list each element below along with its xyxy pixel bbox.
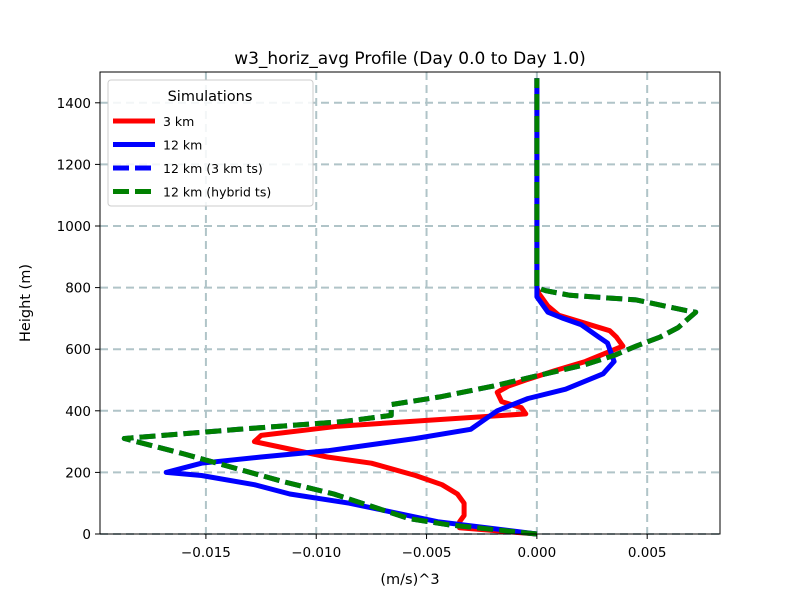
y-tick-label: 600 (65, 342, 91, 358)
series-line-3 (121, 78, 699, 537)
legend-label-3: 12 km (hybrid ts) (163, 185, 271, 200)
series-line-0 (251, 78, 626, 537)
x-tick-label: −0.005 (402, 545, 452, 561)
ticks: −0.015 −0.010 −0.005 0.000 0.005 0 200 400 600 80… (57, 96, 667, 561)
x-tick-label: 0.000 (518, 545, 557, 561)
y-tick-label: 1400 (57, 96, 91, 112)
x-tick-label: 0.005 (628, 545, 667, 561)
legend-label-1: 12 km (163, 138, 202, 153)
x-tick-label: −0.010 (291, 545, 341, 561)
series-line-1 (163, 78, 617, 537)
y-tick-label: 0 (82, 527, 91, 543)
plot-area (121, 78, 699, 537)
y-tick-label: 400 (65, 404, 91, 420)
legend: Simulations 3 km 12 km 12 km (3 km ts) 12 k… (107, 79, 314, 207)
x-axis-label: (m/s)^3 (380, 572, 439, 588)
y-tick-label: 200 (65, 465, 91, 481)
legend-box (107, 79, 314, 207)
y-tick-label: 800 (65, 281, 91, 297)
x-tick-label: −0.015 (181, 545, 231, 561)
legend-title: Simulations (168, 89, 253, 105)
legend-label-2: 12 km (3 km ts) (163, 161, 263, 176)
chart-title: w3_horiz_avg Profile (Day 0.0 to Day 1.0… (234, 49, 586, 69)
axes-frame (99, 71, 721, 535)
y-tick-label: 1000 (57, 219, 91, 235)
legend-label-0: 3 km (163, 114, 194, 129)
y-tick-label: 1200 (57, 157, 91, 173)
y-axis-label: Height (m) (18, 264, 34, 342)
